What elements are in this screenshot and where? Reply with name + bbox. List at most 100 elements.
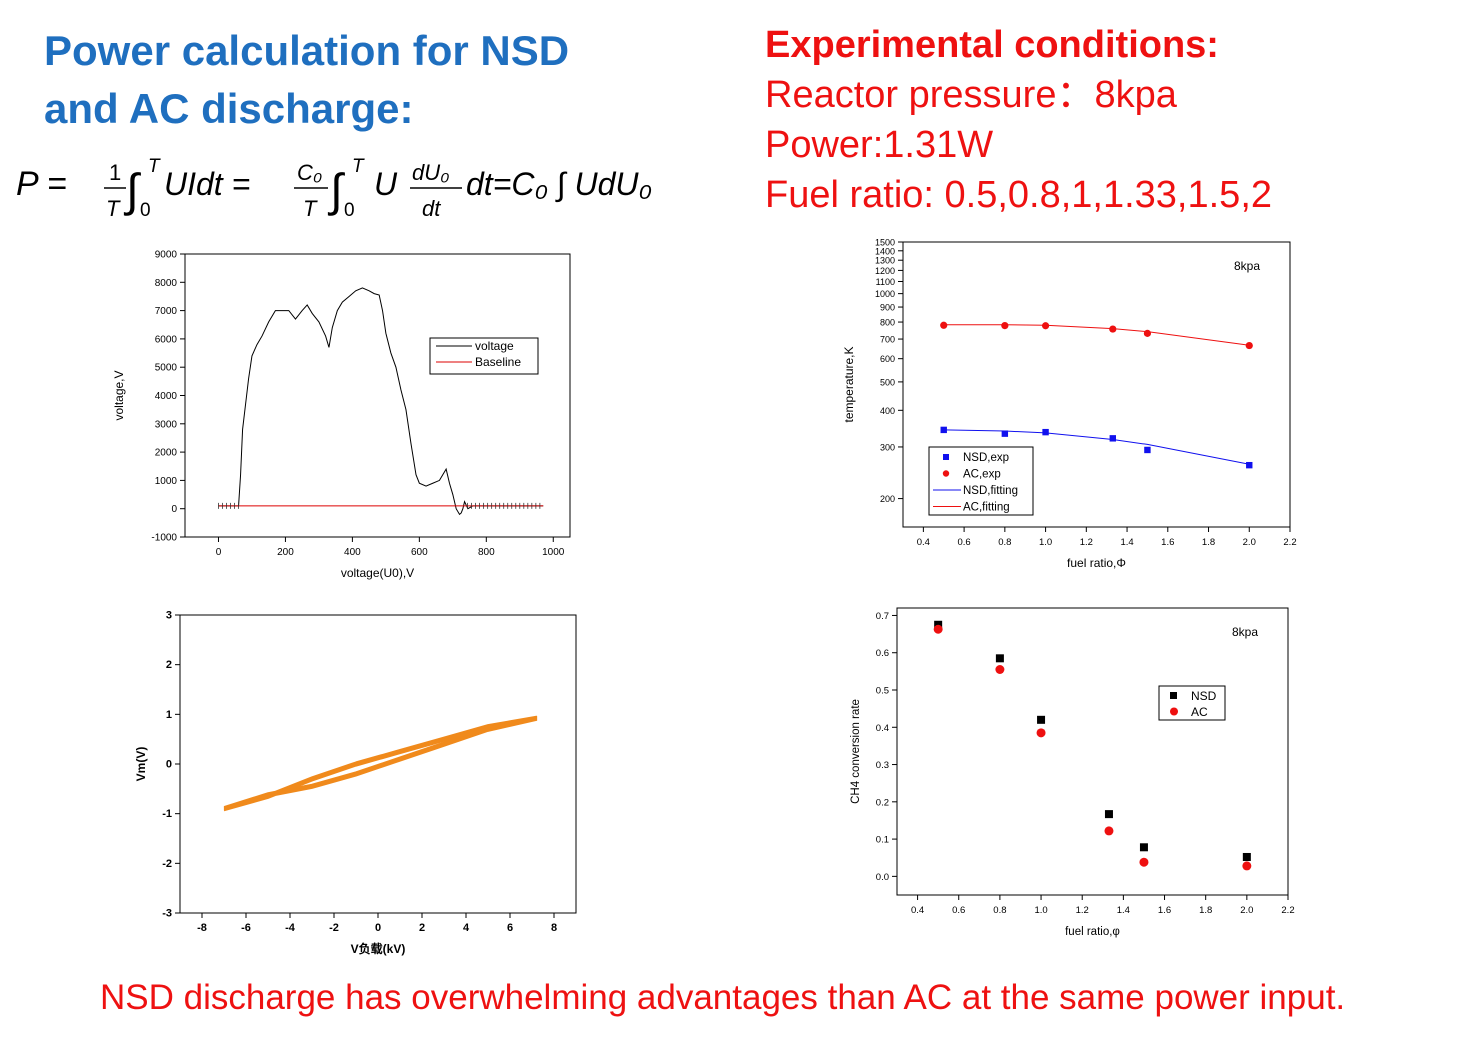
y-tick-label: 0.5 xyxy=(876,686,889,697)
x-tick-label: 0.8 xyxy=(993,905,1006,916)
condition-pressure: Reactor pressure：8kpa xyxy=(765,74,1177,116)
y-tick-label: 4000 xyxy=(155,391,178,402)
x-tick-label: -8 xyxy=(197,922,207,934)
y-tick-label: 300 xyxy=(880,442,895,452)
data-point-ac xyxy=(1109,325,1117,333)
x-tick-label: 1.8 xyxy=(1202,537,1215,548)
x-tick-label: 1.2 xyxy=(1076,905,1089,916)
experimental-conditions: Experimental conditions: Reactor pressur… xyxy=(765,20,1465,220)
fitting-line xyxy=(943,429,1250,465)
y-tick-label: 500 xyxy=(880,377,895,387)
formula-frac2-num: C₀ xyxy=(297,160,322,185)
data-point-ac xyxy=(1245,341,1253,350)
conversion-chart: 0.4 0.6 0.8 1.0 1.2 1.4 1.6 1.8 2.0 2.2 0.0 0.1 0.2 0… xyxy=(850,607,1295,938)
y-tick-label: 0.7 xyxy=(876,611,889,622)
y-tick-label: 1300 xyxy=(875,256,895,266)
y-tick-label: 1200 xyxy=(875,266,895,276)
y-tick-label: 2000 xyxy=(155,448,178,459)
lissajous-loop xyxy=(223,719,538,812)
legend-swatch xyxy=(943,454,949,460)
x-tick-label: -6 xyxy=(241,922,251,934)
x-tick-label: 0.6 xyxy=(957,537,970,548)
legend-swatch xyxy=(1170,692,1177,699)
data-point-nsd xyxy=(995,654,1004,663)
y-tick-label: 1000 xyxy=(875,289,895,299)
y-tick-label: 7000 xyxy=(155,306,178,317)
lissajous-loop xyxy=(223,715,538,808)
y-tick-label: 1000 xyxy=(155,476,178,487)
x-tick-label: 400 xyxy=(344,547,361,558)
x-tick-label: 1.0 xyxy=(1039,537,1052,548)
formula-integral-1: ∫ xyxy=(123,164,141,216)
x-tick-label: 2 xyxy=(419,922,425,934)
x-tick-label: 800 xyxy=(478,547,495,558)
y-tick-label: 0.0 xyxy=(876,872,889,883)
x-tick-label: 1.6 xyxy=(1158,905,1171,916)
x-axis-label: fuel ratio,φ xyxy=(1065,926,1120,938)
legend-label: NSD,fitting xyxy=(963,485,1018,497)
x-tick-label: 1000 xyxy=(542,547,565,558)
y-tick-label: 700 xyxy=(880,335,895,345)
data-point-ac xyxy=(940,321,948,329)
legend-swatch xyxy=(1170,707,1178,716)
x-tick-label: 8 xyxy=(551,922,557,934)
formula-lhs: P = xyxy=(16,165,67,203)
data-point-ac xyxy=(1041,322,1050,330)
y-tick-label: 0.3 xyxy=(876,760,889,771)
condition-fuel-ratio: Fuel ratio: 0.5,0.8,1,1.33,1.5,2 xyxy=(765,174,1273,216)
y-tick-label: -2 xyxy=(162,858,172,870)
x-tick-label: 2.0 xyxy=(1243,537,1256,548)
power-formula: P = 1 T ∫ T 0 UIdt = C₀ T ∫ T 0 U dU₀ dt… xyxy=(16,156,652,221)
slide-title: Power calculation for NSD and AC dischar… xyxy=(44,22,684,138)
y-axis-label: Vm(V) xyxy=(134,747,148,782)
data-point-nsd xyxy=(1104,810,1113,819)
legend-label: AC xyxy=(1191,705,1208,719)
data-point-ac xyxy=(1001,322,1009,330)
slide-title-line1: Power calculation for NSD xyxy=(44,27,570,74)
data-point-ac xyxy=(1139,857,1149,867)
y-tick-label: 1400 xyxy=(875,246,895,256)
x-axis-label: voltage(U0),V xyxy=(341,566,414,580)
data-point-ac xyxy=(1104,826,1114,836)
series-line-voltage xyxy=(218,287,544,516)
y-axis-label: temperature,K xyxy=(842,346,856,422)
data-point-nsd xyxy=(1242,852,1251,861)
legend-box xyxy=(1158,685,1226,721)
legend-label: Baseline xyxy=(475,355,521,369)
y-tick-label: 200 xyxy=(880,494,895,504)
y-tick-label: -1 xyxy=(162,808,172,820)
data-point-ac xyxy=(1242,861,1252,871)
data-point-nsd xyxy=(1037,715,1046,724)
data-point-ac xyxy=(1143,329,1152,337)
conditions-heading: Experimental conditions: xyxy=(765,24,1219,66)
x-tick-label: -4 xyxy=(285,922,296,934)
formula-term3: dt=C₀ ∫ UdU₀ xyxy=(466,166,652,203)
x-tick-label: 0.4 xyxy=(911,905,924,916)
data-point-nsd xyxy=(1144,446,1151,454)
chart-title: 8kpa xyxy=(1232,625,1258,639)
x-tick-label: -2 xyxy=(329,922,339,934)
x-tick-label: 1.0 xyxy=(1034,905,1047,916)
legend-label: NSD xyxy=(1191,689,1217,703)
formula-int2-sub: 0 xyxy=(344,200,355,221)
y-tick-label: -3 xyxy=(162,908,172,920)
y-tick-label: 5000 xyxy=(155,363,178,374)
x-tick-label: 1.2 xyxy=(1080,537,1093,548)
temperature-chart: 0.4 0.6 0.8 1.0 1.2 1.4 1.6 1.8 2.0 2.2 200 300 400 5… xyxy=(842,238,1297,571)
y-tick-label: 600 xyxy=(880,354,895,364)
data-point-nsd xyxy=(1139,843,1148,852)
x-tick-label: 600 xyxy=(411,547,428,558)
x-tick-label: 1.4 xyxy=(1120,537,1133,548)
fitting-line xyxy=(943,324,1250,346)
data-point-ac xyxy=(1036,728,1046,738)
data-point-ac xyxy=(933,624,943,634)
y-tick-label: 9000 xyxy=(155,250,178,261)
voltage-chart: 0 200 400 600 800 1000 -1000 0 1000 2000 3000 4000 5… xyxy=(112,250,571,580)
x-tick-label: 0 xyxy=(216,547,222,558)
y-tick-label: 8000 xyxy=(155,278,178,289)
x-tick-label: 6 xyxy=(507,922,513,934)
y-tick-label: 800 xyxy=(880,318,895,328)
x-tick-label: 4 xyxy=(463,922,470,934)
data-point-nsd xyxy=(1042,428,1049,436)
y-tick-label: 0.4 xyxy=(876,723,889,734)
